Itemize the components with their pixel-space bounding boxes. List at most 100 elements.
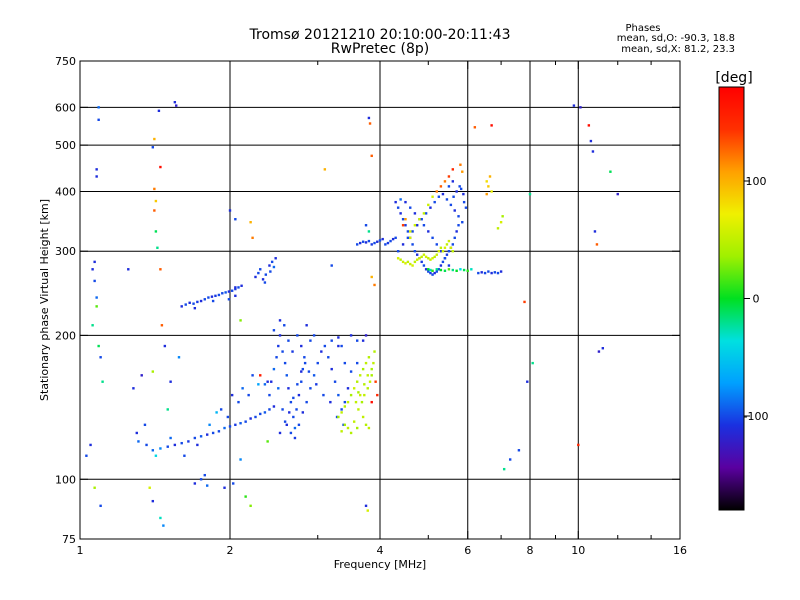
data-point xyxy=(180,441,183,445)
data-point xyxy=(97,118,100,122)
data-point xyxy=(401,260,405,264)
data-point xyxy=(355,361,359,365)
data-point xyxy=(587,124,591,127)
data-point xyxy=(449,246,453,249)
data-point xyxy=(464,206,468,209)
data-point xyxy=(322,393,325,397)
data-point xyxy=(386,241,390,245)
data-point xyxy=(445,243,449,246)
data-point xyxy=(95,296,98,299)
data-point xyxy=(364,361,368,365)
x-tick-label: 4 xyxy=(377,544,384,557)
data-point xyxy=(418,218,421,221)
data-point xyxy=(435,190,438,193)
data-point xyxy=(424,255,428,259)
data-point xyxy=(169,380,172,383)
data-point xyxy=(593,230,597,233)
data-point xyxy=(315,383,318,386)
data-point xyxy=(451,180,455,183)
data-point xyxy=(459,163,462,166)
data-point xyxy=(89,443,92,447)
data-point xyxy=(358,241,362,245)
data-point xyxy=(283,420,287,423)
data-point xyxy=(305,324,308,327)
x-tick-label: 10 xyxy=(571,544,585,557)
data-point xyxy=(396,250,400,253)
data-point xyxy=(361,367,365,371)
data-point xyxy=(364,241,368,244)
data-point xyxy=(490,124,493,127)
data-point xyxy=(300,344,303,348)
data-point xyxy=(401,218,405,221)
data-point xyxy=(208,423,211,427)
data-point xyxy=(487,185,490,188)
data-point xyxy=(363,393,366,397)
data-point xyxy=(272,405,276,408)
data-point xyxy=(240,284,243,287)
data-point xyxy=(159,447,162,450)
data-point xyxy=(268,264,271,267)
data-point xyxy=(285,423,288,427)
data-point xyxy=(153,187,156,191)
data-point xyxy=(466,269,469,272)
data-point xyxy=(169,436,172,440)
data-point xyxy=(93,486,96,489)
data-point xyxy=(244,495,247,498)
data-point xyxy=(335,415,339,419)
data-point xyxy=(101,380,104,383)
data-point xyxy=(263,411,267,414)
data-point xyxy=(439,246,443,249)
data-point xyxy=(239,319,242,322)
data-point xyxy=(226,415,230,419)
data-point xyxy=(259,268,262,271)
data-point xyxy=(137,440,140,443)
data-point xyxy=(323,168,327,171)
data-point xyxy=(413,212,417,215)
data-point xyxy=(99,356,102,359)
data-point xyxy=(493,271,497,274)
data-point xyxy=(429,271,432,275)
data-point xyxy=(589,139,593,143)
data-point xyxy=(264,273,268,276)
data-point xyxy=(445,198,449,201)
data-point xyxy=(404,200,407,204)
data-point xyxy=(435,253,438,256)
data-point xyxy=(293,436,297,440)
data-point xyxy=(244,420,247,423)
y-axis-label: Stationary phase Virtual Height [km] xyxy=(38,199,51,401)
data-point xyxy=(269,270,272,273)
data-point xyxy=(275,356,278,359)
data-point xyxy=(413,224,417,227)
data-point xyxy=(268,408,271,411)
data-point xyxy=(370,400,373,404)
data-point xyxy=(411,230,414,233)
data-point xyxy=(303,356,306,359)
grid-lines xyxy=(80,61,680,539)
data-point xyxy=(487,270,490,273)
data-point xyxy=(595,243,599,246)
data-point xyxy=(366,374,369,377)
data-point xyxy=(285,374,288,377)
data-point xyxy=(364,224,368,227)
data-point xyxy=(296,334,299,337)
data-point xyxy=(263,383,267,386)
data-point xyxy=(378,239,382,242)
data-point xyxy=(427,257,430,260)
data-point xyxy=(451,250,455,253)
data-point xyxy=(257,271,260,275)
data-point xyxy=(300,380,303,383)
data-point xyxy=(384,243,387,246)
x-tick-label: 8 xyxy=(527,544,534,557)
stats-line-x: mean, sd,X: 81.2, 23.3 xyxy=(621,44,735,55)
data-point xyxy=(433,255,436,259)
colorbar-tick-label: 100 xyxy=(746,175,767,188)
data-point xyxy=(455,230,458,233)
data-point xyxy=(357,408,360,411)
data-point xyxy=(370,154,373,158)
data-point xyxy=(435,270,438,273)
data-point xyxy=(415,258,419,261)
data-point xyxy=(443,257,447,260)
data-point xyxy=(458,185,461,188)
data-point xyxy=(278,334,282,337)
